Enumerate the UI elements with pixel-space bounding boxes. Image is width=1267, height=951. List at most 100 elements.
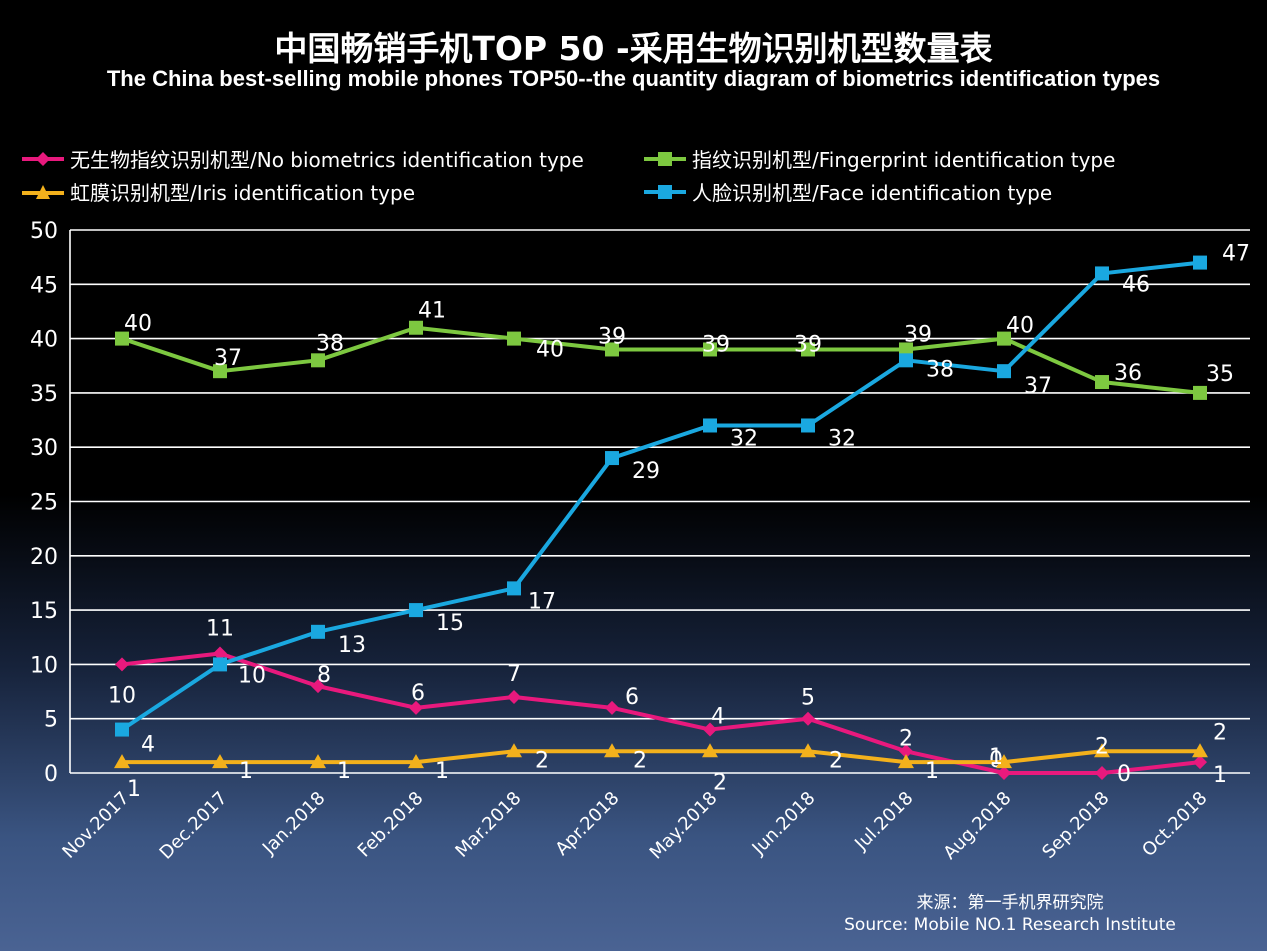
- data-point: [1094, 743, 1110, 758]
- data-point: [801, 418, 815, 433]
- data-point: [507, 689, 521, 704]
- data-point: [115, 331, 129, 346]
- data-point: [996, 754, 1012, 769]
- data-point: [899, 342, 913, 357]
- data-label: 4: [141, 733, 155, 758]
- data-label: 10: [238, 663, 266, 688]
- data-label: 2: [633, 748, 647, 773]
- data-label: 37: [214, 346, 242, 371]
- data-point: [408, 754, 424, 769]
- data-point: [997, 331, 1011, 346]
- data-point: [213, 657, 227, 672]
- x-tick-label: Feb.2018: [354, 788, 428, 862]
- series-line: [121, 651, 1201, 775]
- data-label: 6: [411, 681, 425, 706]
- y-tick-label: 30: [30, 436, 58, 461]
- data-point: [409, 320, 423, 335]
- data-point: [997, 364, 1011, 379]
- data-point: [507, 331, 521, 346]
- y-tick-label: 15: [30, 599, 58, 624]
- data-label: 2: [899, 726, 913, 751]
- data-point: [409, 603, 423, 618]
- data-point: [311, 624, 325, 639]
- data-label: 38: [926, 357, 954, 382]
- data-label: 10: [108, 683, 136, 708]
- data-label: 0: [1117, 762, 1131, 787]
- legend-item-no-biometrics[interactable]: 无生物指纹识别机型/No biometrics identification t…: [22, 144, 584, 173]
- data-label: 41: [418, 299, 446, 324]
- data-label: 39: [702, 332, 730, 357]
- x-tick-label: Oct.2018: [1138, 788, 1211, 861]
- data-label: 7: [507, 662, 521, 687]
- data-point: [311, 679, 325, 694]
- y-tick-label: 10: [30, 653, 58, 678]
- data-label: 5: [801, 686, 815, 711]
- data-point: [506, 743, 522, 758]
- data-label: 11: [206, 617, 234, 642]
- data-label: 47: [1222, 242, 1250, 267]
- y-tick-label: 50: [30, 219, 58, 244]
- x-tick-label: May.2018: [646, 788, 722, 864]
- data-point: [702, 743, 718, 758]
- data-label: 4: [711, 705, 725, 730]
- data-point: [1095, 266, 1109, 281]
- data-label: 1: [989, 745, 1003, 770]
- y-tick-label: 45: [30, 273, 58, 298]
- data-label: 2: [1095, 734, 1109, 759]
- data-label: 32: [828, 426, 856, 451]
- data-label: 37: [1024, 374, 1052, 399]
- data-point: [605, 451, 619, 466]
- data-point: [997, 766, 1011, 780]
- data-point: [212, 754, 228, 769]
- x-tick-label: Apr.2018: [551, 788, 623, 860]
- source-line-en: Source: Mobile NO.1 Research Institute: [844, 915, 1176, 935]
- data-label: 17: [528, 589, 556, 614]
- data-label: 2: [829, 748, 843, 773]
- data-label: 1: [239, 759, 253, 784]
- data-point: [800, 743, 816, 758]
- data-label: 13: [338, 633, 366, 658]
- data-label: 36: [1114, 361, 1142, 386]
- square-marker-icon: [644, 184, 686, 199]
- data-point: [213, 364, 227, 379]
- data-label: 1: [1213, 763, 1227, 788]
- data-point: [605, 342, 619, 357]
- triangle-marker-icon: [22, 184, 64, 199]
- data-label: 40: [536, 338, 564, 363]
- data-label: 8: [317, 663, 331, 688]
- data-point: [115, 722, 129, 737]
- data-label: 39: [904, 322, 932, 347]
- data-point: [801, 711, 815, 726]
- x-tick-label: Sep.2018: [1038, 788, 1113, 863]
- data-label: 2: [1213, 720, 1227, 745]
- data-label: 1: [127, 777, 141, 802]
- y-tick-label: 25: [30, 491, 58, 516]
- data-point: [115, 657, 129, 672]
- data-point: [1193, 755, 1207, 770]
- legend-label-fingerprint: 指纹识别机型/Fingerprint identification type: [692, 148, 1116, 172]
- square-marker-icon: [644, 151, 686, 166]
- source-note: 来源：第一手机界研究院 Source: Mobile NO.1 Research…: [830, 892, 1190, 936]
- chart-subtitle: The China best-selling mobile phones TOP…: [106, 66, 1161, 91]
- data-label: 2: [535, 748, 549, 773]
- y-tick-label: 20: [30, 545, 58, 570]
- data-label: 6: [625, 685, 639, 710]
- legend-item-iris[interactable]: 虹膜识别机型/Iris identification type: [22, 177, 415, 206]
- data-point: [703, 418, 717, 433]
- data-label: 1: [337, 759, 351, 784]
- data-point: [1193, 255, 1207, 270]
- x-tick-label: Dec.2017: [156, 788, 232, 864]
- legend-label-face: 人脸识别机型/Face identification type: [692, 181, 1053, 205]
- data-label: 46: [1122, 272, 1150, 297]
- y-tick-label: 35: [30, 382, 58, 407]
- legend-item-fingerprint[interactable]: 指纹识别机型/Fingerprint identification type: [644, 144, 1115, 173]
- x-tick-label: Jul.2018: [850, 788, 917, 855]
- data-point: [213, 646, 227, 661]
- y-tick-label: 40: [30, 328, 58, 353]
- data-point: [1095, 375, 1109, 390]
- data-point: [899, 353, 913, 368]
- data-point: [703, 722, 717, 737]
- legend-item-face[interactable]: 人脸识别机型/Face identification type: [644, 177, 1052, 206]
- chart-title: 中国畅销手机TOP 50 -采用生物识别机型数量表: [274, 29, 993, 68]
